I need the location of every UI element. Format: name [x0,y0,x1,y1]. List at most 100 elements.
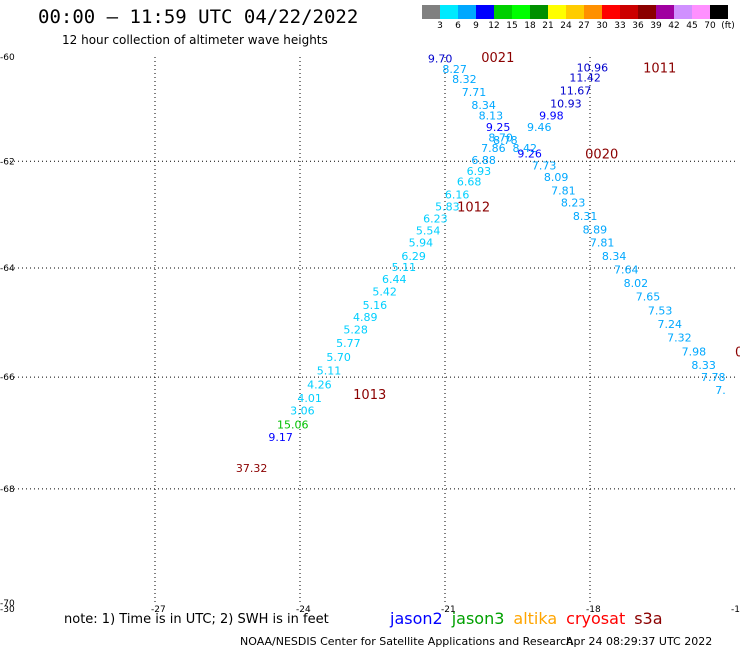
lat-tick-label: -64 [0,264,15,274]
wave-height-label: 9.70 [428,53,453,66]
color-swatch [638,5,656,19]
color-scale-label: 39 [650,21,662,31]
wave-height-label: 8.78 [493,134,518,147]
color-scale-labels: 3 6 9 12 15 18 21 24 27 30 33 36 39 42 45 70 (ft) [422,21,735,33]
wave-height-label: 9.17 [268,431,293,444]
color-scale-label: 36 [632,21,644,31]
lon-tick-label: -24 [296,605,311,615]
lat-tick-label: -60 [0,53,15,63]
wave-height-label: 9.25 [486,121,511,134]
color-scale-label: 42 [668,21,680,31]
page-subtitle: 12 hour collection of altimeter wave hei… [62,33,328,47]
wave-height-label: 5.83 [435,200,460,213]
color-scale-label: 12 [488,21,500,31]
pass-time-label: 1012 [457,200,490,215]
corner-tick-label: -30 [0,605,15,615]
wave-height-label: 8.27 [442,63,467,76]
wave-height-label: 7.64 [614,264,639,277]
legend-item-jason2: jason2 [390,609,443,628]
color-swatch [476,5,494,19]
color-swatch [422,5,440,19]
color-swatch [494,5,512,19]
wave-height-label: 10.93 [550,98,582,111]
color-swatch [602,5,620,19]
units-note: note: 1) Time is in UTC; 2) SWH is in fe… [64,612,329,627]
lat-tick-label: -62 [0,157,15,167]
wave-height-label: 5.28 [343,323,368,336]
generated-timestamp: Apr 24 08:29:37 UTC 2022 [566,635,713,648]
wave-height-label: 7.98 [682,345,707,358]
wave-height-label: 8.23 [561,197,586,210]
wave-height-label: 5.54 [416,224,441,237]
color-swatch [548,5,566,19]
color-swatch [620,5,638,19]
pass-time-label: 1013 [353,388,386,403]
wave-height-label: 5.11 [392,261,417,274]
color-scale-label: 30 [596,21,608,31]
wave-height-label: 8.09 [544,171,569,184]
wave-height-label: 8.31 [573,210,598,223]
wave-height-label: 37.32 [236,462,268,475]
wave-height-label: 7.32 [667,332,692,345]
color-scale-label: 27 [578,21,590,31]
graticule [10,57,735,603]
wave-height-label: 9.26 [517,147,542,160]
wave-height-label: 8.13 [479,110,504,123]
color-swatch [566,5,584,19]
color-swatch [440,5,458,19]
wave-height-label: 4.26 [307,378,332,391]
color-scale-label: 24 [560,21,572,31]
pass-time-label: 0021 [481,51,514,66]
wave-height-label: 5.77 [336,337,361,350]
wave-height-points: 9.708.278.327.718.348.139.258.708.787.86… [236,53,726,475]
wave-height-label: 11.67 [560,85,592,98]
color-scale-bar [422,5,728,19]
wave-height-label: 7.71 [462,86,487,99]
color-swatch [710,5,728,19]
wave-height-label: 11.42 [569,72,601,85]
legend-item-altika: altika [513,609,558,628]
wave-height-label: 6.93 [467,165,492,178]
wave-height-label: 7.24 [658,318,683,331]
wave-height-label: 7.81 [590,237,615,250]
color-scale-label: 45 [686,21,698,31]
pass-time-label: 0020 [585,147,618,162]
wave-height-label: 6.16 [445,189,470,202]
color-scale-label: 33 [614,21,626,31]
color-scale-label: 6 [455,21,461,31]
wave-height-label: 4.89 [353,311,378,324]
color-swatch [458,5,476,19]
wave-height-label: 8.02 [624,277,649,290]
color-swatch [656,5,674,19]
lon-tick-label: -15 [731,605,740,615]
color-scale-label: 15 [506,21,518,31]
wave-height-label: 15.06 [277,418,309,431]
satellite-legend: jason2 jason3 altika cryosat s3a [390,609,672,628]
wave-height-label: 8.89 [583,223,608,236]
wave-height-label: 7.86 [481,142,506,155]
color-scale-label: 21 [542,21,554,31]
wave-height-label: 6.68 [457,175,482,188]
wave-height-label: 8.32 [452,73,477,86]
color-swatch [584,5,602,19]
pass-time-labels: 0021 1011 0020 1012 1013 0 [353,51,740,403]
wave-height-label: 4.01 [297,392,322,405]
wave-height-label: 9.46 [527,121,552,134]
color-swatch [674,5,692,19]
lon-tick-label: -18 [586,605,601,615]
wave-height-label: 6.44 [382,273,407,286]
color-scale-label: (ft) [721,21,735,31]
lat-tick-label: -68 [0,485,15,495]
color-swatch [692,5,710,19]
wave-height-label: 7.78 [701,371,726,384]
wave-height-label: 5.42 [372,285,397,298]
wave-height-label: 6.29 [401,250,426,263]
color-swatch [530,5,548,19]
wave-height-label: 8.70 [488,132,513,145]
wave-height-label: 7. [715,384,726,397]
color-scale-label: 9 [473,21,479,31]
wave-height-label: 9.98 [539,110,564,123]
lat-tick-label: -66 [0,373,15,383]
wave-height-label: 7.53 [648,304,673,317]
